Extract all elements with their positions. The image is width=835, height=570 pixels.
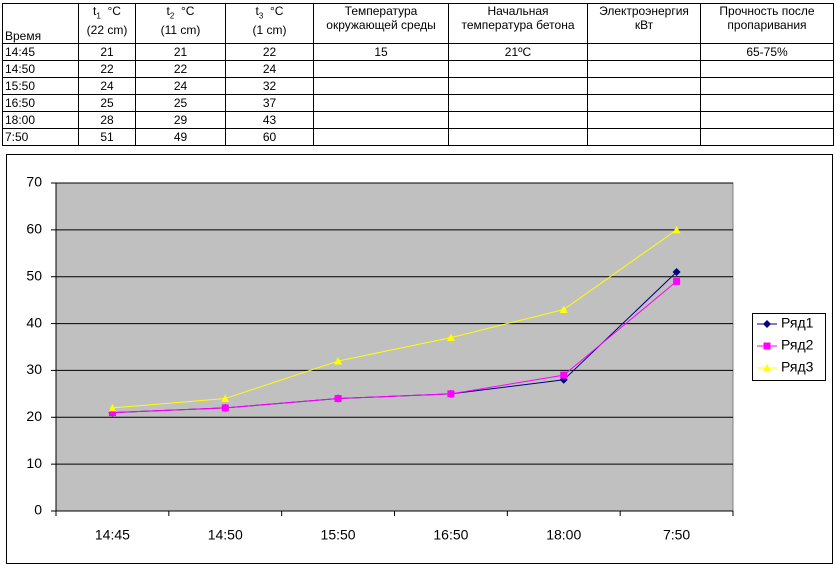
header-cell: Температура окружающей среды <box>313 3 449 44</box>
data-point <box>672 225 681 234</box>
x-tick-label: 14:45 <box>95 527 130 543</box>
data-table: Время t1 °C (22 cm) t2 °C (11 cm) t3 °C (1 … <box>2 3 834 146</box>
legend-marker <box>763 320 771 328</box>
header-cell: Начальная температура бетона <box>448 3 588 44</box>
header-cell: Прочность после пропаривания <box>700 3 834 44</box>
header-unit: °C <box>107 4 121 18</box>
header-index: 3 <box>258 11 264 21</box>
data-point <box>334 357 343 365</box>
temp-cell: 51 <box>78 128 136 146</box>
header-depth: (22 cm) <box>86 23 128 38</box>
header-cell: Время <box>2 3 79 44</box>
header-depth: (1 cm) <box>252 23 287 38</box>
temp-cell: 49 <box>135 128 226 146</box>
temp-cell: 28 <box>78 111 136 129</box>
y-tick-label: 30 <box>26 361 42 377</box>
x-tick-label: 18:00 <box>546 527 581 543</box>
x-tick-label: 7:50 <box>663 527 690 543</box>
cell <box>700 128 834 146</box>
time-cell: 16:50 <box>2 94 79 112</box>
series-line <box>112 229 677 409</box>
data-point <box>560 371 568 379</box>
table-row: 7:50 51 49 60 <box>2 128 834 146</box>
x-tick-label: 14:50 <box>208 527 243 543</box>
x-tick-label: 15:50 <box>321 527 356 543</box>
header-unit: °C <box>181 4 195 18</box>
legend-label: Ряд3 <box>781 359 814 375</box>
data-point <box>221 394 230 403</box>
table-row: 16:50 25 25 37 <box>2 94 834 112</box>
y-tick-label: 40 <box>26 314 42 330</box>
temp-cell: 24 <box>78 77 136 95</box>
data-point <box>221 404 229 412</box>
header-cell: t2 °C (11 cm) <box>135 3 226 44</box>
y-tick-label: 20 <box>26 408 42 424</box>
header-index: 2 <box>169 11 175 21</box>
data-point <box>108 403 117 412</box>
header-cell: t3 °C (1 cm) <box>225 3 314 44</box>
header-cell: t1 °C (22 cm) <box>78 3 136 44</box>
table-row: 14:45 21 21 22 15 21ºC 65-75% <box>2 43 834 61</box>
data-point <box>559 305 568 314</box>
temp-cell: 60 <box>225 128 314 146</box>
header-text: t <box>93 4 97 18</box>
time-cell: 14:45 <box>2 43 79 61</box>
table-row: 14:50 22 22 24 <box>2 60 834 78</box>
series-line <box>112 281 677 414</box>
data-point <box>108 409 116 417</box>
header-text: t <box>255 4 259 18</box>
data-point <box>446 333 455 342</box>
y-tick-label: 10 <box>26 455 42 471</box>
x-tick-label: 16:50 <box>433 527 468 543</box>
y-tick-label: 50 <box>26 267 42 283</box>
y-tick-label: 0 <box>34 502 42 518</box>
header-index: 1 <box>96 11 101 21</box>
data-point <box>672 268 681 277</box>
data-point <box>447 390 455 398</box>
y-tick-label: 70 <box>26 174 42 190</box>
header-text: t <box>166 4 170 18</box>
header-depth: (11 cm) <box>160 23 201 38</box>
plot-area <box>55 182 734 512</box>
data-point <box>673 277 681 285</box>
table-row: 15:50 24 24 32 <box>2 77 834 95</box>
legend-marker <box>763 364 771 372</box>
legend-label: Ряд2 <box>781 337 814 353</box>
y-tick-label: 60 <box>26 221 42 237</box>
temp-cell: 21 <box>78 43 136 61</box>
legend-marker <box>763 342 771 350</box>
data-point <box>334 395 342 403</box>
legend-label: Ряд1 <box>781 315 814 331</box>
header-unit: °C <box>270 4 284 18</box>
time-cell: 15:50 <box>2 77 79 95</box>
